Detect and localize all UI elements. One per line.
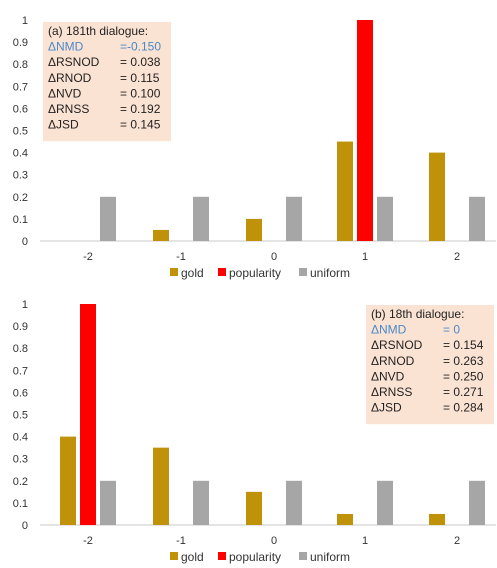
- bar-gold--1: [153, 229, 169, 241]
- chart-panel-a: 0 0.1 0.2 0.3 0.4 0.5 0.6 0.7 0.8 0.9 1 -2 -1 0 1 2 gold…: [13, 15, 496, 280]
- y-tick-label: 0.8: [13, 343, 28, 355]
- y-tick-label: 1: [22, 15, 28, 27]
- metric-label: ΔRSNOD: [48, 55, 100, 69]
- metric-label: ΔNVD: [371, 369, 405, 383]
- bar-uniform--2: [100, 196, 116, 241]
- bar-gold-1: [337, 513, 353, 525]
- y-tick-label: 0.5: [13, 410, 28, 422]
- y-tick-label: 0.2: [13, 476, 28, 488]
- bar-gold-0: [246, 218, 262, 241]
- bar-popularity--2: [80, 304, 96, 525]
- metric-value: =-0.150: [120, 40, 161, 54]
- y-tick-label: 0.6: [13, 387, 28, 399]
- y-tick-label: 0.1: [13, 498, 28, 510]
- y-tick-label: 0.6: [13, 103, 28, 115]
- y-tick-label: 0: [22, 520, 28, 532]
- bar-uniform--2: [100, 480, 116, 525]
- bar-popularity-1: [357, 20, 373, 241]
- metric-label: ΔRNOD: [371, 354, 415, 368]
- metric-value: = 0: [443, 323, 460, 337]
- metric-label: ΔNVD: [48, 86, 82, 100]
- y-tick-label: 0.3: [13, 170, 28, 182]
- metric-label: ΔJSD: [371, 401, 402, 415]
- y-tick-label: 0.9: [13, 37, 28, 49]
- bar-gold-2: [429, 152, 445, 241]
- metric-value: = 0.263: [443, 354, 484, 368]
- legend-label-gold: gold: [181, 266, 204, 280]
- x-tick-label: 0: [271, 535, 277, 547]
- bar-gold-1: [337, 141, 353, 241]
- bar-gold--2: [60, 436, 76, 525]
- bar-uniform-1: [377, 480, 393, 525]
- x-tick-label: 2: [454, 535, 460, 547]
- legend-label-popularity: popularity: [229, 550, 281, 564]
- y-tick-label: 0.4: [13, 432, 28, 444]
- legend-swatch-popularity: [218, 268, 226, 276]
- x-tick-label: -1: [176, 251, 186, 263]
- y-tick-label: 0.8: [13, 59, 28, 71]
- chart-panel-b: 0 0.1 0.2 0.3 0.4 0.5 0.6 0.7 0.8 0.9 1 -2 -1 0 1 2 gold…: [13, 299, 496, 564]
- metric-label: ΔRNSS: [48, 102, 89, 116]
- legend-label-uniform: uniform: [310, 550, 350, 564]
- annotation-box: [366, 305, 494, 425]
- y-tick-label: 0.4: [13, 148, 28, 160]
- y-tick-label: 0: [22, 236, 28, 248]
- y-tick-label: 0.3: [13, 454, 28, 466]
- x-tick-label: 0: [271, 251, 277, 263]
- bar-uniform-0: [286, 196, 302, 241]
- annotation-title: (a) 181th dialogue:: [48, 24, 148, 38]
- x-tick-label: -2: [83, 251, 93, 263]
- legend-swatch-popularity: [218, 552, 226, 560]
- bar-gold--1: [153, 447, 169, 525]
- y-tick-label: 1: [22, 299, 28, 311]
- bar-uniform-0: [286, 480, 302, 525]
- bar-uniform-2: [469, 480, 485, 525]
- metric-label: ΔRNSS: [371, 385, 412, 399]
- y-tick-label: 0.7: [13, 81, 28, 93]
- bar-uniform--1: [193, 480, 209, 525]
- legend-swatch-gold: [170, 552, 178, 560]
- x-tick-label: 1: [362, 535, 368, 547]
- legend-swatch-gold: [170, 268, 178, 276]
- metric-label: ΔRNOD: [48, 71, 92, 85]
- metric-label: ΔNMD: [48, 40, 84, 54]
- metric-label: ΔNMD: [371, 323, 407, 337]
- annotation-title: (b) 18th dialogue:: [371, 307, 464, 321]
- y-tick-label: 0.2: [13, 192, 28, 204]
- x-tick-label: -2: [83, 535, 93, 547]
- legend-label-uniform: uniform: [310, 266, 350, 280]
- bar-uniform-1: [377, 196, 393, 241]
- metric-value: = 0.100: [120, 86, 161, 100]
- bar-uniform-2: [469, 196, 485, 241]
- legend-label-gold: gold: [181, 550, 204, 564]
- bar-gold-0: [246, 491, 262, 525]
- metric-value: = 0.250: [443, 369, 484, 383]
- metric-label: ΔJSD: [48, 118, 79, 132]
- bar-gold-2: [429, 513, 445, 525]
- metric-value: = 0.192: [120, 102, 161, 116]
- metric-value: = 0.115: [120, 71, 160, 85]
- annotation-box: [43, 22, 171, 142]
- legend-label-popularity: popularity: [229, 266, 281, 280]
- x-tick-label: 1: [362, 251, 368, 263]
- x-tick-label: 2: [454, 251, 460, 263]
- y-tick-label: 0.1: [13, 214, 28, 226]
- legend-swatch-uniform: [299, 552, 307, 560]
- bar-uniform--1: [193, 196, 209, 241]
- metric-value: = 0.154: [443, 338, 484, 352]
- y-tick-label: 0.7: [13, 365, 28, 377]
- y-tick-label: 0.5: [13, 126, 28, 138]
- x-tick-label: -1: [176, 535, 186, 547]
- metric-value: = 0.284: [443, 401, 484, 415]
- metric-label: ΔRSNOD: [371, 338, 423, 352]
- legend-swatch-uniform: [299, 268, 307, 276]
- metric-value: = 0.038: [120, 55, 161, 69]
- y-tick-label: 0.9: [13, 321, 28, 333]
- metric-value: = 0.145: [120, 118, 161, 132]
- metric-value: = 0.271: [443, 385, 484, 399]
